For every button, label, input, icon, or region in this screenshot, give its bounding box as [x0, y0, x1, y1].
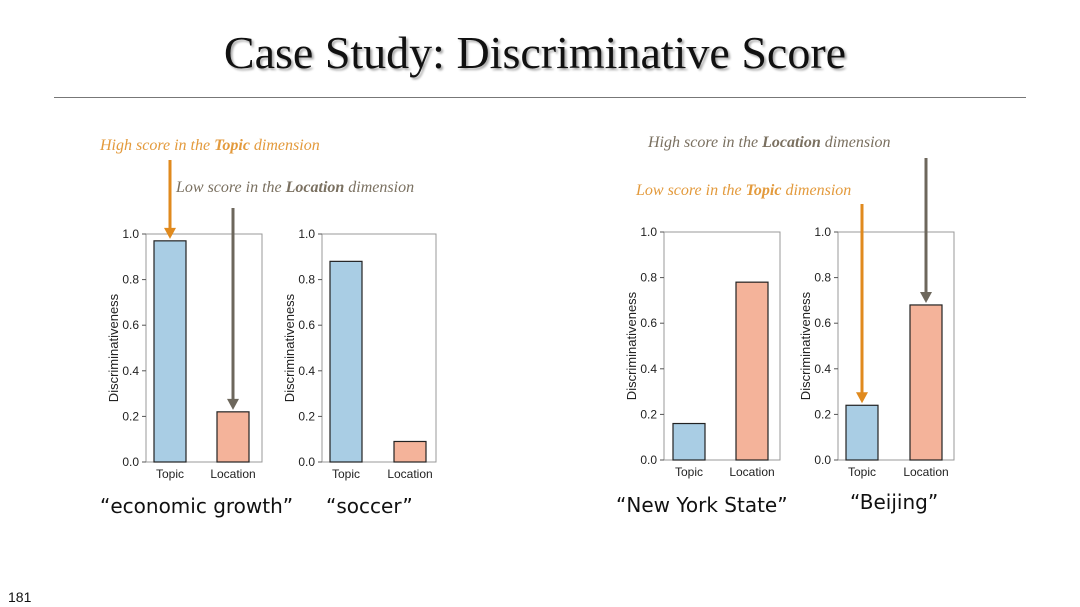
y-tick-label: 1.0 [298, 227, 315, 241]
y-tick-label: 0.6 [640, 316, 657, 330]
x-tick-label: Topic [848, 465, 876, 479]
bar-topic [329, 260, 363, 463]
y-tick-label: 0.2 [122, 409, 139, 423]
y-tick-label: 0.8 [122, 273, 139, 287]
y-tick-label: 1.0 [814, 225, 831, 239]
arrow-right-topic-head [856, 392, 868, 404]
y-axis-label: Discriminativeness [106, 293, 121, 402]
y-tick-label: 0.8 [298, 273, 315, 287]
x-tick-label: Topic [675, 465, 703, 479]
plot-frame [663, 231, 781, 461]
y-tick-label: 0.4 [814, 362, 831, 376]
arrow-right-location-head [920, 291, 932, 303]
plot-frame [145, 233, 263, 463]
y-axis-label: Discriminativeness [624, 291, 639, 400]
annotation-right-low: Low score in the Topic dimension [636, 182, 852, 199]
bar-location [909, 304, 943, 461]
bar-location [393, 440, 427, 463]
bar-topic [845, 404, 879, 461]
bar-location [216, 411, 250, 463]
chart-1: 0.0 0.2 0.4 0.6 0.8 1.0 Discriminativeness Topi… [282, 227, 437, 481]
bar-topic [153, 240, 187, 463]
plot-frame [837, 231, 955, 461]
y-tick-label: 0.4 [122, 364, 139, 378]
title-divider [54, 97, 1026, 98]
y-tick-label: 0.2 [298, 409, 315, 423]
bar-topic [672, 422, 706, 461]
y-tick-label: 1.0 [640, 225, 657, 239]
arrow-left-topic-head [164, 227, 176, 239]
y-tick-label: 0.4 [640, 362, 657, 376]
x-tick-label: Location [387, 467, 432, 481]
plot-frame [321, 233, 437, 463]
arrow-left-location-head [227, 398, 239, 410]
x-tick-label: Location [210, 467, 255, 481]
y-axis-label: Discriminativeness [282, 293, 297, 402]
caption-new-york-state: “New York State” [616, 493, 788, 517]
y-tick-label: 0.8 [640, 271, 657, 285]
x-tick-label: Location [729, 465, 774, 479]
slide-title: Case Study: Discriminative Score [223, 27, 847, 78]
chart-3: 0.0 0.2 0.4 0.6 0.8 1.0 Discriminativeness Topi… [798, 225, 955, 479]
y-axis-label: Discriminativeness [798, 291, 813, 400]
x-tick-label: Location [903, 465, 948, 479]
caption-beijing: “Beijing” [850, 490, 939, 514]
y-tick-label: 1.0 [122, 227, 139, 241]
y-tick-label: 0.2 [640, 407, 657, 421]
annotation-right-high: High score in the Location dimension [648, 134, 891, 151]
chart-0: 0.0 0.2 0.4 0.6 0.8 1.0 Discriminativeness Topi… [106, 227, 263, 481]
y-tick-label: 0.0 [122, 455, 139, 469]
y-tick-label: 0.0 [814, 453, 831, 467]
y-tick-label: 0.8 [814, 271, 831, 285]
y-tick-label: 0.6 [298, 318, 315, 332]
x-tick-label: Topic [156, 467, 184, 481]
y-tick-label: 0.4 [298, 364, 315, 378]
y-tick-label: 0.6 [122, 318, 139, 332]
annotation-left-low: Low score in the Location dimension [176, 179, 415, 196]
y-tick-label: 0.0 [640, 453, 657, 467]
caption-soccer: “soccer” [326, 494, 413, 518]
y-tick-label: 0.6 [814, 316, 831, 330]
bar-location [735, 281, 769, 461]
page-number: 181 [8, 589, 32, 605]
y-tick-label: 0.2 [814, 407, 831, 421]
caption-economic-growth: “economic growth” [100, 494, 294, 518]
annotation-left-high: High score in the Topic dimension [100, 137, 320, 154]
chart-2: 0.0 0.2 0.4 0.6 0.8 1.0 Discriminativeness Topi… [624, 225, 781, 479]
y-tick-label: 0.0 [298, 455, 315, 469]
x-tick-label: Topic [332, 467, 360, 481]
